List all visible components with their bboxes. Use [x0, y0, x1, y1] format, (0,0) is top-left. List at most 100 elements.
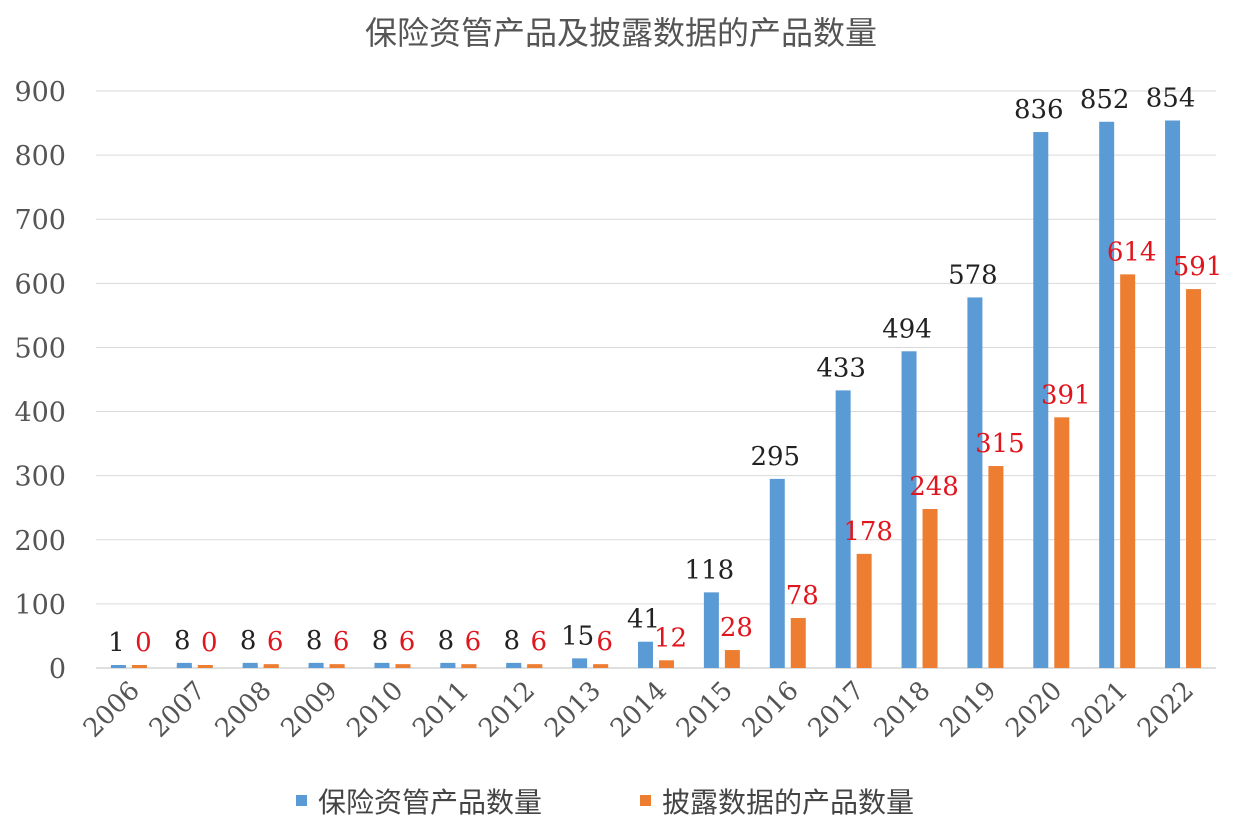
data-label: 6 [333, 627, 350, 657]
bar-products-2019 [967, 297, 983, 668]
bar-stub [176, 665, 192, 668]
data-label: 433 [816, 353, 866, 383]
bar-products-2020 [1033, 132, 1049, 668]
y-tick-label: 700 [14, 205, 66, 236]
bar-disclosed-2022 [1186, 289, 1202, 668]
bar-disclosed-2014 [659, 660, 674, 668]
data-label: 854 [1146, 83, 1196, 113]
data-label: 12 [654, 623, 687, 653]
data-label: 118 [685, 555, 735, 585]
y-tick-label: 300 [14, 462, 66, 493]
bar-disclosed-2021 [1120, 274, 1136, 668]
data-label: 494 [882, 314, 932, 344]
legend-label: 披露数据的产品数量 [662, 786, 914, 819]
y-tick-label: 600 [14, 269, 66, 300]
x-tick-label: 2015 [671, 676, 739, 744]
bar-stub [308, 665, 324, 668]
data-label: 8 [174, 626, 191, 656]
data-label: 8 [306, 626, 323, 656]
bar-disclosed-2019 [988, 466, 1004, 668]
data-label: 852 [1080, 85, 1130, 115]
data-label: 6 [530, 627, 547, 657]
data-label: 0 [135, 628, 152, 658]
bar-stub [461, 665, 477, 668]
x-tick-label: 2012 [473, 676, 541, 744]
x-tick-label: 2016 [737, 676, 805, 744]
data-label: 8 [503, 626, 520, 656]
bar-disclosed-2018 [922, 509, 938, 668]
bar-disclosed-2015 [724, 650, 740, 668]
data-label: 315 [975, 429, 1025, 459]
legend-swatch [640, 795, 651, 806]
y-tick-label: 0 [49, 654, 66, 685]
bar-disclosed-2017 [856, 553, 872, 668]
bar-stub [440, 665, 456, 668]
bar-products-2015 [703, 592, 719, 668]
y-tick-label: 100 [14, 590, 66, 621]
y-tick-label: 400 [14, 398, 66, 429]
y-tick-label: 800 [14, 141, 66, 172]
bar-products-2021 [1099, 121, 1115, 669]
x-tick-label: 2013 [539, 676, 607, 744]
data-label: 8 [438, 626, 455, 656]
y-tick-label: 500 [14, 333, 66, 364]
x-tick-label: 2011 [407, 676, 475, 744]
data-label: 8 [372, 626, 389, 656]
bar-products-2017 [835, 390, 851, 668]
bar-stub [263, 665, 279, 668]
legend-swatch [296, 795, 307, 806]
x-tick-label: 2014 [605, 676, 673, 744]
y-tick-label: 200 [14, 526, 66, 557]
data-label: 28 [720, 613, 753, 643]
bar-stub [197, 665, 213, 668]
bar-products-2013 [572, 658, 588, 668]
data-label: 6 [465, 627, 482, 657]
x-tick-label: 2022 [1132, 676, 1200, 744]
x-tick-label: 2009 [276, 676, 344, 744]
bar-stub [329, 665, 345, 668]
data-label: 6 [267, 627, 284, 657]
bar-stub [395, 665, 411, 668]
bar-disclosed-2020 [1054, 417, 1070, 668]
x-tick-label: 2018 [868, 676, 936, 744]
data-label: 178 [843, 517, 893, 547]
bar-stub [506, 665, 522, 668]
data-label: 41 [627, 605, 660, 635]
x-tick-label: 2019 [934, 676, 1002, 744]
bar-stub [242, 665, 258, 668]
bar-products-2014 [638, 641, 653, 668]
bar-stub [131, 665, 147, 668]
x-tick-label: 2006 [78, 676, 146, 744]
data-label: 6 [399, 627, 416, 657]
x-tick-label: 2008 [210, 676, 278, 744]
data-label: 295 [750, 442, 800, 472]
x-tick-label: 2020 [1000, 676, 1068, 744]
bar-products-2018 [901, 351, 917, 668]
data-label: 1 [108, 628, 125, 658]
bar-stub [110, 665, 126, 668]
chart-title: 保险资管产品及披露数据的产品数量 [365, 14, 877, 52]
data-label: 15 [561, 621, 594, 651]
data-label: 248 [909, 472, 959, 502]
y-tick-label: 900 [14, 77, 66, 108]
x-tick-label: 2021 [1066, 676, 1134, 744]
data-label: 6 [596, 627, 613, 657]
data-label: 591 [1173, 252, 1223, 282]
data-label: 836 [1014, 95, 1064, 125]
data-label: 391 [1041, 380, 1091, 410]
data-label: 0 [201, 628, 218, 658]
bar-stub [527, 665, 543, 668]
bar-products-2022 [1165, 120, 1181, 669]
bar-stub [593, 665, 609, 668]
x-tick-label: 2010 [341, 676, 409, 744]
bar-disclosed-2016 [790, 617, 806, 668]
bar-products-2016 [769, 478, 785, 668]
data-label: 614 [1107, 237, 1157, 267]
legend-label: 保险资管产品数量 [318, 786, 542, 819]
data-label: 578 [948, 260, 998, 290]
x-tick-label: 2017 [803, 676, 871, 744]
data-label: 78 [786, 581, 819, 611]
x-tick-label: 2007 [144, 676, 212, 744]
